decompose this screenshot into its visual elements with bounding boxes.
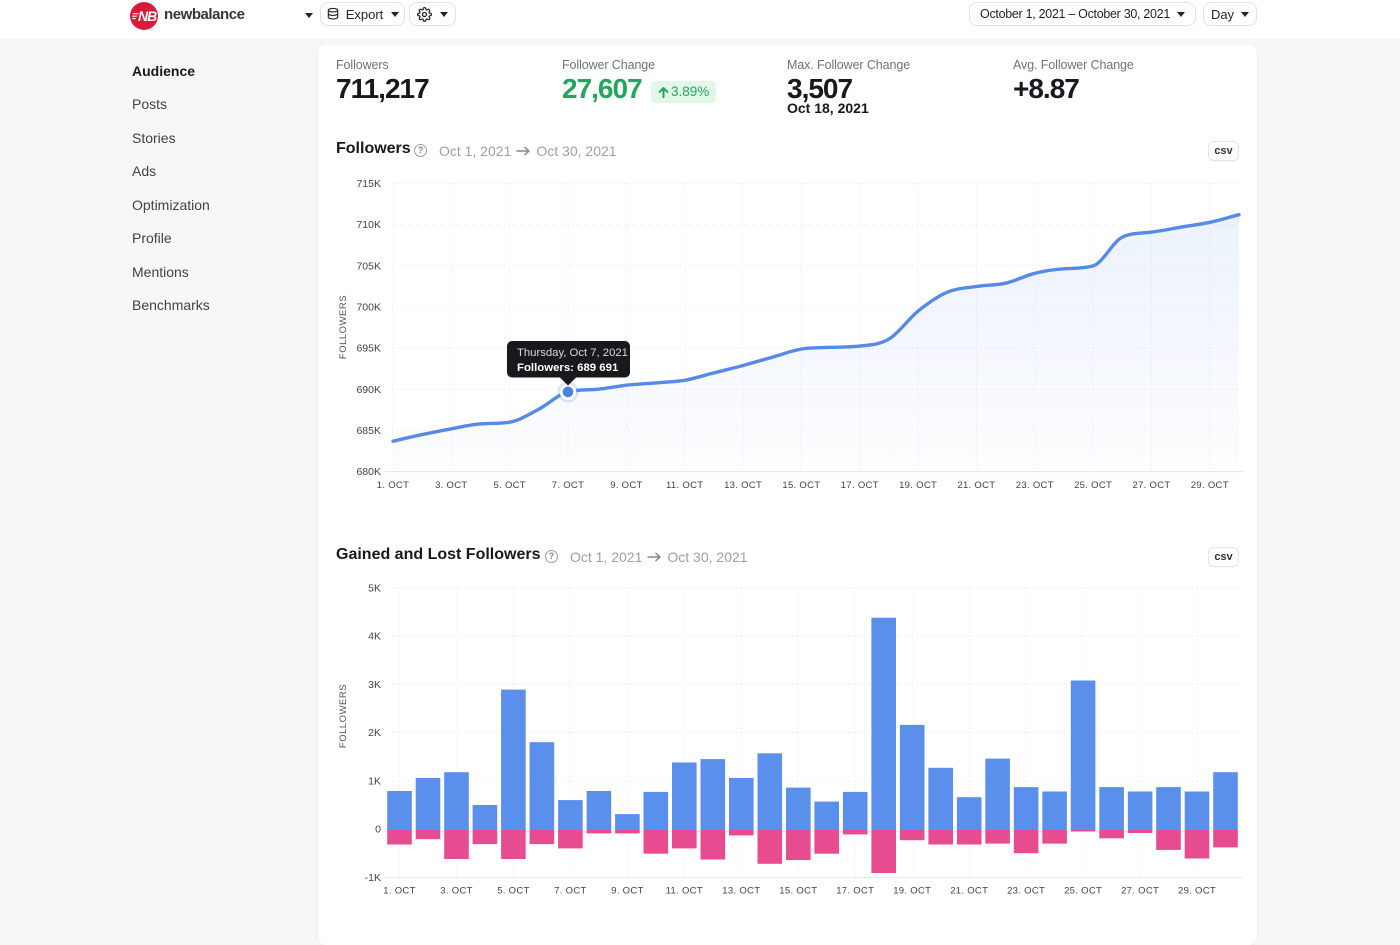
svg-text:17. OCT: 17. OCT	[841, 480, 879, 491]
svg-text:25. OCT: 25. OCT	[1064, 886, 1102, 897]
svg-text:4K: 4K	[368, 631, 381, 643]
svg-text:0: 0	[375, 824, 381, 836]
svg-text:7. OCT: 7. OCT	[554, 886, 586, 897]
svg-text:NB: NB	[138, 8, 157, 24]
svg-text:17. OCT: 17. OCT	[836, 886, 874, 897]
svg-text:11. OCT: 11. OCT	[666, 886, 703, 897]
svg-text:13. OCT: 13. OCT	[722, 886, 760, 897]
svg-text:21. OCT: 21. OCT	[950, 886, 988, 897]
svg-text:1. OCT: 1. OCT	[383, 886, 415, 897]
svg-text:23. OCT: 23. OCT	[1016, 480, 1054, 491]
svg-text:9. OCT: 9. OCT	[611, 886, 643, 897]
svg-text:FOLLOWERS: FOLLOWERS	[338, 684, 349, 748]
svg-text:9. OCT: 9. OCT	[610, 480, 642, 491]
svg-text:5K: 5K	[368, 582, 381, 594]
svg-text:715K: 715K	[356, 178, 381, 190]
svg-text:2K: 2K	[368, 727, 381, 739]
svg-text:-1K: -1K	[365, 872, 381, 884]
svg-text:7. OCT: 7. OCT	[552, 480, 584, 491]
svg-text:15. OCT: 15. OCT	[782, 480, 820, 491]
svg-text:705K: 705K	[356, 260, 381, 272]
svg-text:23. OCT: 23. OCT	[1007, 886, 1045, 897]
svg-text:Thursday, Oct 7, 2021: Thursday, Oct 7, 2021	[517, 347, 628, 359]
svg-text:19. OCT: 19. OCT	[899, 480, 937, 491]
svg-text:3K: 3K	[368, 679, 381, 691]
svg-text:29. OCT: 29. OCT	[1178, 886, 1216, 897]
svg-text:695K: 695K	[356, 343, 381, 355]
svg-text:700K: 700K	[356, 302, 381, 314]
svg-text:29. OCT: 29. OCT	[1191, 480, 1229, 491]
svg-text:690K: 690K	[356, 384, 381, 396]
svg-text:685K: 685K	[356, 425, 381, 437]
svg-text:25. OCT: 25. OCT	[1074, 480, 1112, 491]
svg-text:1. OCT: 1. OCT	[377, 480, 409, 491]
svg-text:5. OCT: 5. OCT	[497, 886, 529, 897]
svg-text:710K: 710K	[356, 219, 381, 231]
svg-text:3. OCT: 3. OCT	[440, 886, 472, 897]
svg-text:21. OCT: 21. OCT	[957, 480, 995, 491]
svg-text:27. OCT: 27. OCT	[1133, 480, 1171, 491]
svg-text:680K: 680K	[356, 466, 381, 478]
svg-text:27. OCT: 27. OCT	[1121, 886, 1159, 897]
svg-text:11. OCT: 11. OCT	[666, 480, 703, 491]
svg-text:15. OCT: 15. OCT	[779, 886, 817, 897]
svg-text:3. OCT: 3. OCT	[435, 480, 467, 491]
svg-text:5. OCT: 5. OCT	[493, 480, 525, 491]
svg-text:Followers: 689 691: Followers: 689 691	[517, 362, 619, 374]
svg-text:1K: 1K	[368, 775, 381, 787]
svg-text:FOLLOWERS: FOLLOWERS	[338, 295, 349, 359]
svg-text:13. OCT: 13. OCT	[724, 480, 762, 491]
svg-text:19. OCT: 19. OCT	[893, 886, 931, 897]
